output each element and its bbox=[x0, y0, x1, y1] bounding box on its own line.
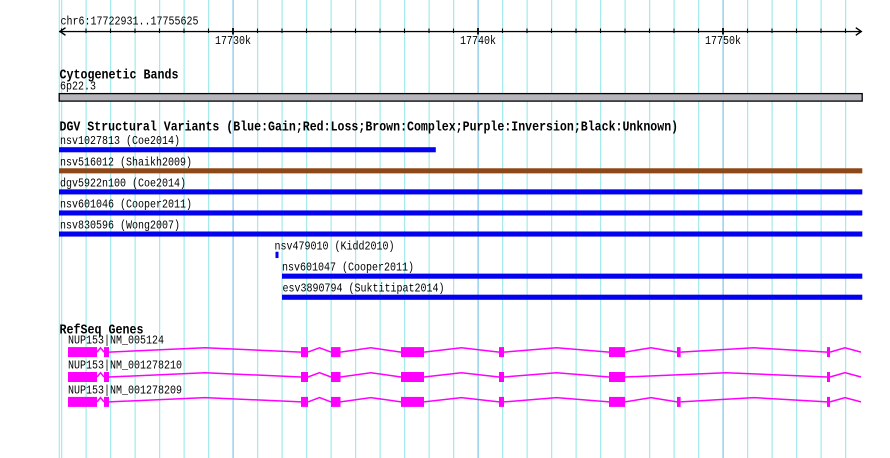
svg-text:chr6:17722931..17755625: chr6:17722931..17755625 bbox=[61, 15, 199, 29]
svg-text:dgv5922n100 (Coe2014): dgv5922n100 (Coe2014) bbox=[60, 176, 186, 190]
svg-text:NUP153|NM_001278210: NUP153|NM_001278210 bbox=[68, 358, 182, 372]
svg-text:RefSeq Genes: RefSeq Genes bbox=[60, 323, 144, 339]
svg-text:17740k: 17740k bbox=[460, 34, 496, 48]
svg-text:17750k: 17750k bbox=[705, 34, 741, 48]
svg-text:nsv1027813 (Coe2014): nsv1027813 (Coe2014) bbox=[60, 134, 180, 148]
svg-text:6p22.3: 6p22.3 bbox=[60, 80, 96, 94]
svg-text:nsv516012 (Shaikh2009): nsv516012 (Shaikh2009) bbox=[60, 155, 192, 169]
svg-text:esv3890794 (Suktitipat2014): esv3890794 (Suktitipat2014) bbox=[283, 282, 445, 296]
svg-text:Cytogenetic Bands: Cytogenetic Bands bbox=[60, 67, 179, 83]
svg-text:nsv830596 (Wong2007): nsv830596 (Wong2007) bbox=[60, 218, 180, 232]
svg-text:NUP153|NM_005124: NUP153|NM_005124 bbox=[68, 334, 164, 348]
svg-text:nsv479010 (Kidd2010): nsv479010 (Kidd2010) bbox=[275, 240, 395, 254]
svg-text:nsv601047 (Cooper2011): nsv601047 (Cooper2011) bbox=[282, 261, 414, 275]
svg-text:17730k: 17730k bbox=[215, 34, 251, 48]
svg-text:nsv601046 (Cooper2011): nsv601046 (Cooper2011) bbox=[60, 197, 192, 211]
svg-text:NUP153|NM_001278209: NUP153|NM_001278209 bbox=[68, 383, 182, 397]
svg-text:DGV Structural Variants (Blue:: DGV Structural Variants (Blue:Gain;Red:L… bbox=[60, 120, 679, 136]
